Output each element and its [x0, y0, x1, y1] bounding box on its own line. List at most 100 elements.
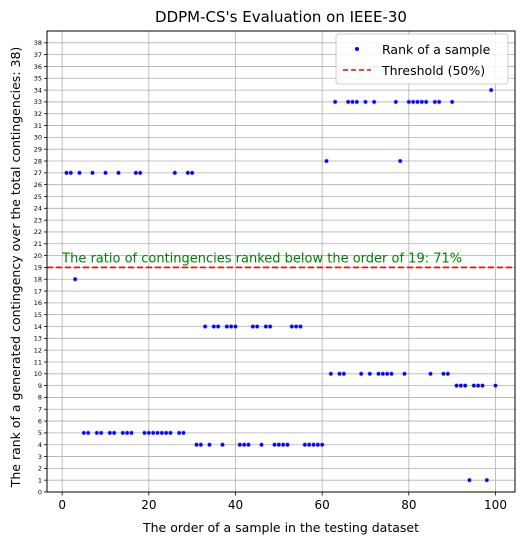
data-point	[367, 371, 373, 377]
chart-title: DDPM-CS's Evaluation on IEEE-30	[155, 8, 407, 26]
y-tick-label: 34	[34, 86, 42, 94]
data-point	[493, 383, 498, 388]
data-point	[276, 442, 282, 448]
y-tick-label: 38	[34, 39, 42, 47]
data-point	[159, 430, 165, 436]
data-point	[254, 324, 260, 329]
data-point	[428, 371, 433, 377]
data-point	[475, 383, 481, 388]
data-point	[306, 442, 312, 448]
y-tick-label: 5	[38, 429, 42, 437]
data-point	[315, 442, 321, 448]
data-point	[454, 383, 459, 388]
y-tick-label: 22	[34, 228, 42, 236]
data-point	[471, 383, 477, 388]
data-point	[419, 99, 425, 105]
data-point	[302, 442, 308, 448]
data-point	[445, 371, 451, 377]
data-point	[328, 371, 334, 377]
data-point	[133, 170, 139, 176]
data-point	[393, 99, 399, 105]
data-point	[194, 442, 199, 448]
y-tick-label: 33	[34, 98, 42, 106]
data-point	[185, 170, 191, 176]
legend-marker-scatter	[355, 47, 359, 51]
legend-label-threshold: Threshold (50%)	[381, 63, 485, 78]
data-point	[90, 170, 95, 176]
y-tick-label: 9	[38, 382, 42, 390]
y-tick-label: 7	[38, 406, 42, 414]
data-point	[350, 99, 355, 105]
data-point	[415, 99, 420, 105]
y-tick-label: 13	[34, 335, 42, 343]
data-point	[241, 442, 247, 448]
data-point	[311, 442, 316, 448]
y-tick-label: 11	[34, 358, 42, 366]
data-point	[172, 170, 178, 176]
data-point	[484, 477, 490, 483]
data-point	[224, 324, 230, 329]
y-tick-label: 29	[34, 146, 42, 154]
data-point	[146, 430, 152, 436]
data-point	[259, 442, 264, 448]
x-tick-label: 100	[484, 498, 507, 512]
data-point	[480, 383, 485, 388]
data-point	[298, 324, 303, 329]
data-point	[402, 371, 407, 377]
data-point	[363, 99, 368, 105]
data-point	[389, 371, 394, 377]
x-tick-label: 20	[141, 498, 156, 512]
y-tick-label: 8	[38, 394, 42, 402]
y-tick-label: 35	[34, 75, 42, 83]
data-point	[77, 170, 82, 176]
data-point	[168, 430, 173, 436]
data-point	[467, 477, 472, 483]
data-point	[449, 99, 455, 105]
y-tick-label: 24	[34, 205, 42, 213]
y-tick-label: 31	[34, 122, 42, 130]
data-point	[129, 430, 134, 436]
data-point	[120, 430, 126, 436]
data-point	[263, 324, 269, 329]
data-point	[488, 87, 494, 93]
y-tick-label: 37	[34, 51, 42, 59]
y-tick-label: 14	[34, 323, 42, 331]
data-point	[289, 324, 295, 329]
data-point	[436, 99, 442, 105]
y-tick-label: 30	[34, 134, 42, 142]
data-point	[155, 430, 160, 436]
data-point	[341, 371, 347, 377]
data-point	[215, 324, 221, 329]
x-tick-label: 80	[401, 498, 416, 512]
x-ticks: 0 20 40 60 80 100	[58, 492, 507, 512]
data-point	[358, 371, 364, 377]
data-point	[293, 324, 299, 329]
data-point	[176, 430, 182, 436]
y-tick-label: 0	[38, 488, 42, 496]
data-point	[72, 276, 78, 282]
data-point	[384, 371, 390, 377]
y-tick-label: 28	[34, 157, 42, 165]
y-tick-label: 16	[34, 299, 42, 307]
data-point	[376, 371, 381, 377]
legend: Rank of a sample Threshold (50%)	[335, 33, 509, 85]
y-tick-label: 32	[34, 110, 42, 118]
data-point	[319, 442, 325, 448]
data-point	[228, 324, 234, 329]
y-tick-label: 19	[34, 264, 42, 272]
data-point	[406, 99, 412, 105]
data-point	[380, 371, 386, 377]
data-point	[64, 170, 69, 176]
data-point	[410, 99, 416, 105]
y-axis-label: The rank of a generated contingency over…	[8, 47, 23, 489]
data-point	[441, 371, 446, 377]
y-tick-label: 20	[34, 252, 42, 260]
data-point	[337, 371, 342, 377]
y-tick-label: 2	[38, 465, 42, 473]
y-tick-label: 4	[38, 441, 42, 449]
y-tick-label: 25	[34, 193, 42, 201]
y-tick-label: 23	[34, 216, 42, 224]
data-point	[68, 170, 74, 176]
data-point	[137, 170, 143, 176]
data-point	[98, 430, 104, 436]
